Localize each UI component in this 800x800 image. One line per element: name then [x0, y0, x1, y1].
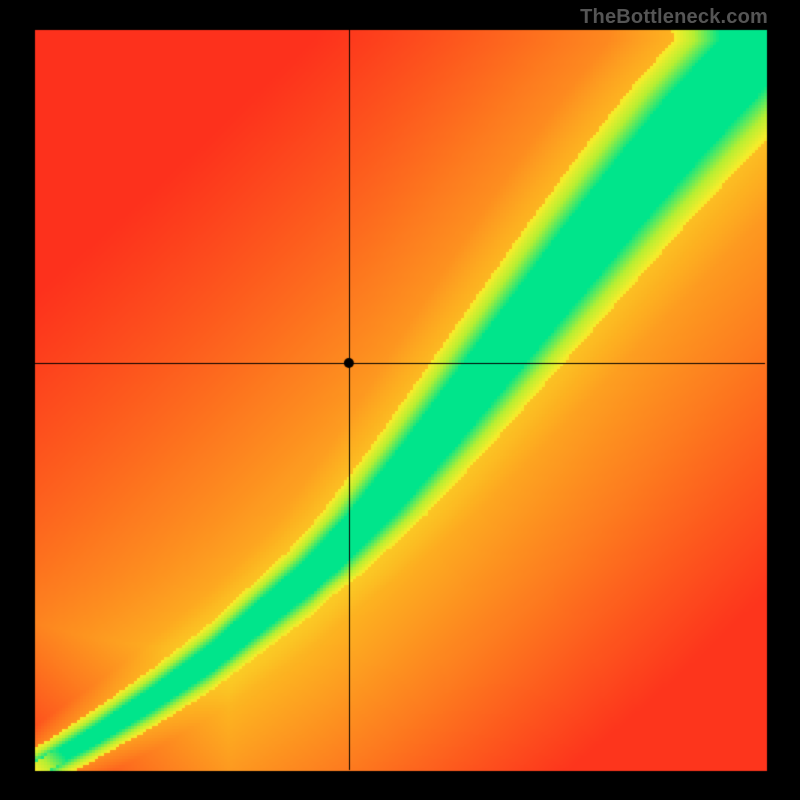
watermark-text: TheBottleneck.com: [580, 6, 768, 29]
bottleneck-heatmap: [0, 0, 800, 800]
